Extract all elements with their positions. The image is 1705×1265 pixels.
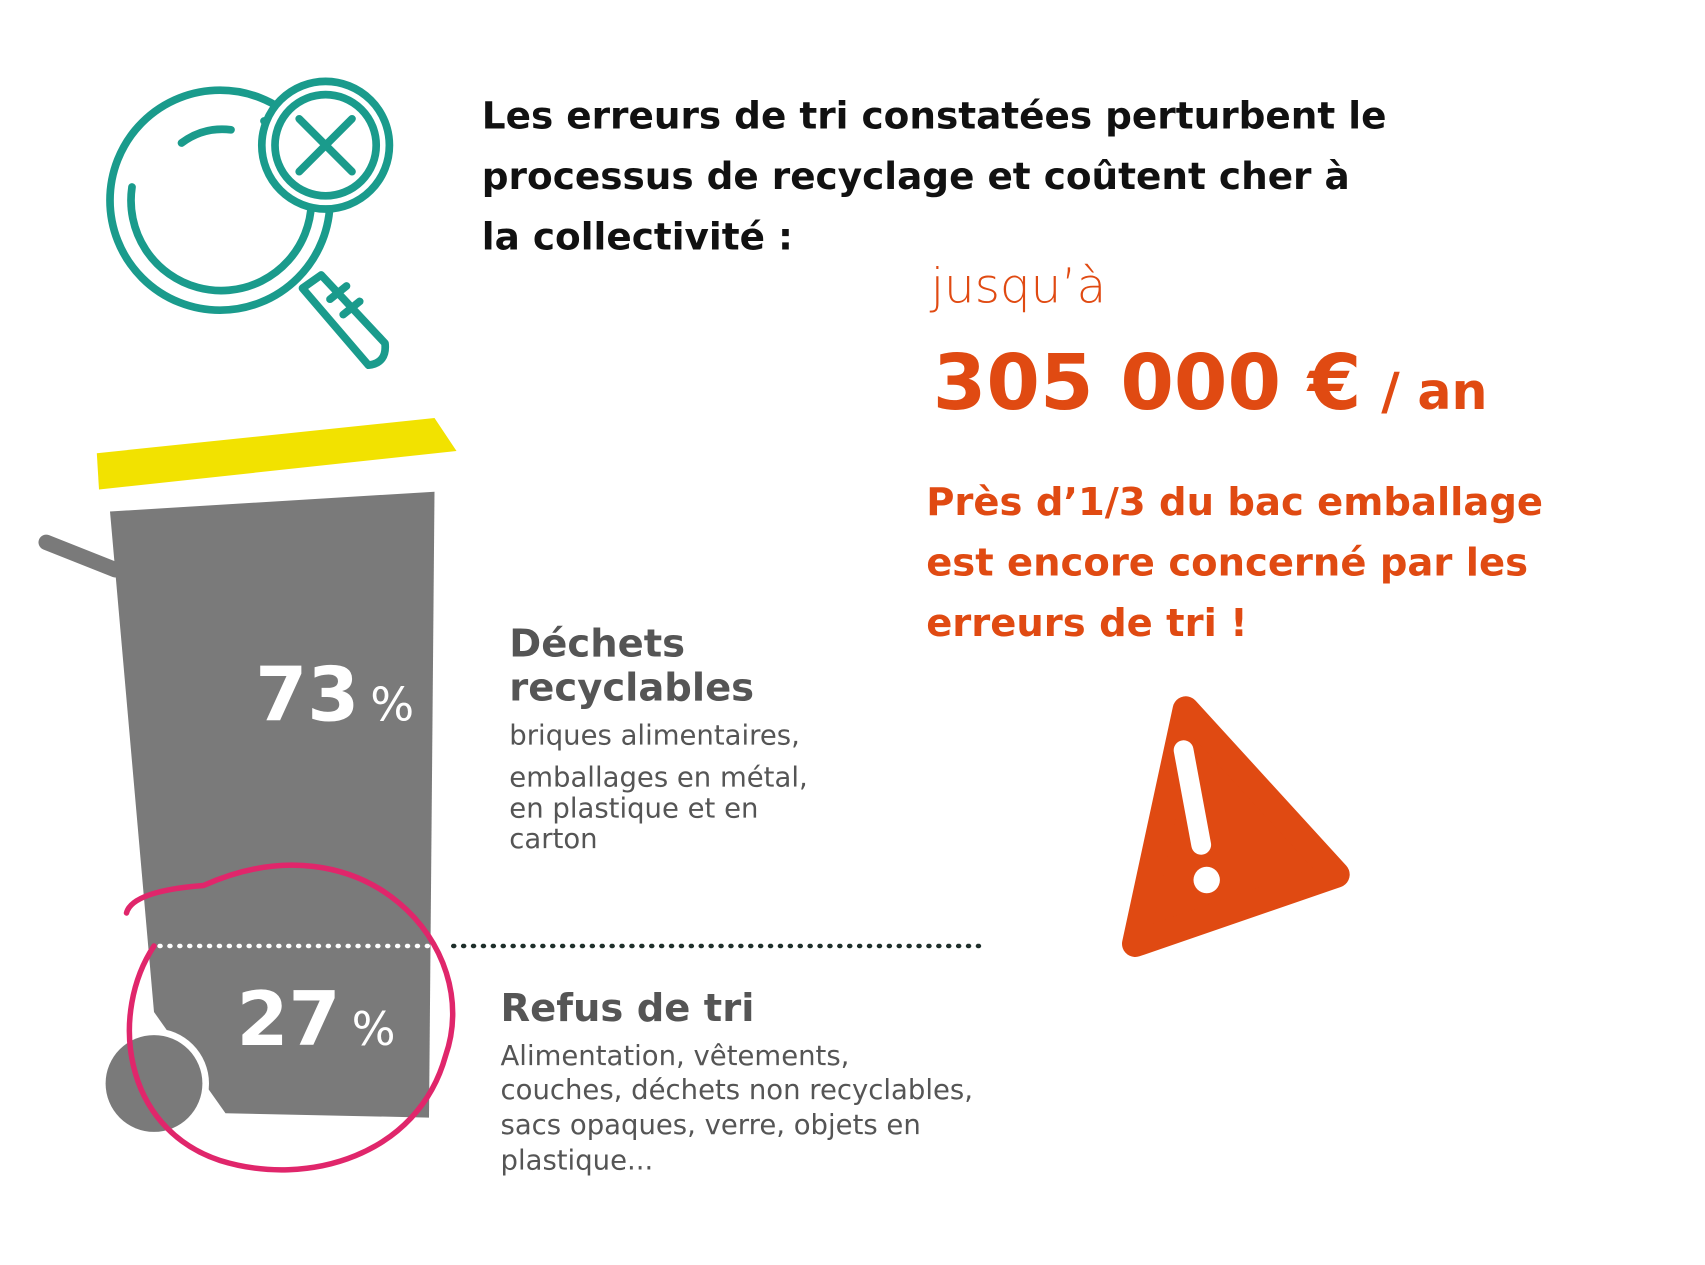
heading-line: Les erreurs de tri constatées perturbent… bbox=[482, 94, 1387, 138]
category-description: en plastique et en bbox=[509, 792, 758, 824]
cost-line: 305 000 € / an bbox=[933, 339, 1488, 428]
category-description: couches, déchets non recyclables, bbox=[500, 1074, 972, 1106]
category-title: recyclables bbox=[509, 666, 754, 711]
bin-body bbox=[110, 491, 435, 1118]
lens-shine bbox=[177, 125, 235, 147]
handle-grip bbox=[326, 282, 364, 319]
warning-line: Près d’1/3 du bac emballage bbox=[926, 480, 1543, 525]
cross-circle-inner bbox=[271, 90, 381, 200]
exclamation-dot bbox=[1193, 866, 1220, 894]
bin-handle bbox=[38, 534, 124, 578]
exclamation-bar bbox=[1173, 740, 1212, 855]
share-unit: % bbox=[352, 1002, 396, 1056]
warning-triangle bbox=[1122, 696, 1350, 958]
category-description: plastique... bbox=[500, 1144, 653, 1176]
category-title: Déchets bbox=[509, 622, 685, 667]
category-description: briques alimentaires, bbox=[509, 720, 800, 752]
category-description: emballages en métal, bbox=[509, 762, 807, 794]
share-line: 73% bbox=[255, 652, 414, 739]
warning-icon bbox=[1122, 696, 1350, 958]
share-value: 27 bbox=[236, 976, 340, 1063]
category-description: Alimentation, vêtements, bbox=[500, 1040, 849, 1072]
share-unit: % bbox=[370, 677, 414, 731]
category-description: carton bbox=[509, 823, 597, 855]
highlight-circle bbox=[123, 862, 456, 1173]
bin-lid bbox=[96, 418, 457, 490]
share-value: 73 bbox=[255, 652, 359, 739]
warning-line: est encore concerné par les bbox=[926, 540, 1528, 585]
cost-unit: / an bbox=[1381, 362, 1487, 421]
heading-line: la collectivité : bbox=[482, 215, 793, 259]
category-description: sacs opaques, verre, objets en bbox=[500, 1109, 920, 1141]
share-line: 27% bbox=[236, 976, 395, 1063]
cross bbox=[295, 114, 356, 176]
handle bbox=[298, 271, 390, 370]
heading-line: processus de recyclage et coûtent cher à bbox=[482, 154, 1350, 198]
bin-wheel bbox=[105, 1035, 203, 1132]
category-title: Refus de tri bbox=[500, 986, 754, 1031]
magnifier-icon bbox=[106, 77, 394, 370]
warning-line: erreurs de tri ! bbox=[926, 601, 1248, 646]
cost-prefix: jusqu’à bbox=[930, 258, 1107, 314]
cost-amount: 305 000 € bbox=[933, 339, 1362, 428]
